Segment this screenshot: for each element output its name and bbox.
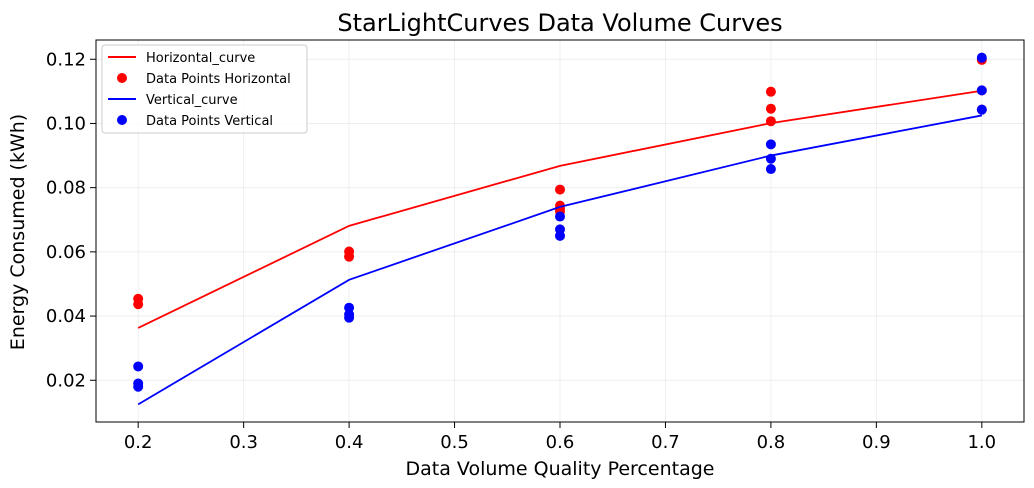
series-layer xyxy=(133,52,987,406)
data-point-3-9 xyxy=(765,139,776,150)
grid xyxy=(96,40,1024,422)
series-line-2 xyxy=(137,114,982,406)
y-tick-label: 0.06 xyxy=(46,242,86,263)
y-axis: 0.02 0.04 0.06 0.08 0.10 0.12 xyxy=(46,49,96,391)
data-point-1-1 xyxy=(133,299,144,310)
data-point-3-10 xyxy=(765,153,776,164)
data-point-1-10 xyxy=(765,116,776,127)
data-point-3-2 xyxy=(133,381,144,392)
y-tick-label: 0.10 xyxy=(46,113,86,134)
y-tick-label: 0.04 xyxy=(46,306,86,327)
data-point-3-6 xyxy=(555,211,565,222)
data-point-3-13 xyxy=(976,85,987,96)
legend-box xyxy=(101,44,308,134)
x-axis: 0.2 0.3 0.4 0.5 0.6 0.7 0.8 0.9 1.0 xyxy=(124,422,996,453)
x-tick-label: 0.7 xyxy=(651,432,680,453)
data-point-1-9 xyxy=(765,103,776,114)
x-tick-label: 0.3 xyxy=(229,432,258,453)
legend-label-1: Data Points Horizontal xyxy=(146,72,291,87)
x-tick-label: 1.0 xyxy=(967,432,996,453)
legend-marker-3 xyxy=(117,115,127,125)
y-tick-label: 0.12 xyxy=(46,49,86,70)
x-tick-label: 0.9 xyxy=(862,432,891,453)
data-point-1-4 xyxy=(555,184,565,195)
x-tick-label: 0.4 xyxy=(335,432,364,453)
legend-marker-1 xyxy=(117,73,127,83)
x-axis-title: Data Volume Quality Percentage xyxy=(406,458,715,480)
x-tick-label: 0.5 xyxy=(440,432,469,453)
data-point-3-5 xyxy=(344,312,355,323)
data-point-3-14 xyxy=(976,104,987,115)
y-tick-label: 0.08 xyxy=(46,178,86,199)
data-point-3-0 xyxy=(133,361,144,372)
legend-label-0: Horizontal_curve xyxy=(146,51,255,66)
data-point-3-8 xyxy=(555,230,565,241)
legend-label-3: Data Points Vertical xyxy=(146,114,273,129)
chart-title: StarLightCurves Data Volume Curves xyxy=(337,9,782,37)
x-tick-label: 0.2 xyxy=(124,432,153,453)
data-point-3-11 xyxy=(765,164,776,175)
legend-label-2: Vertical_curve xyxy=(146,93,238,108)
x-tick-label: 0.6 xyxy=(546,432,575,453)
data-point-3-12 xyxy=(976,52,987,63)
data-point-1-3 xyxy=(344,251,355,262)
x-tick-label: 0.8 xyxy=(757,432,786,453)
data-point-1-8 xyxy=(765,86,776,97)
y-tick-label: 0.02 xyxy=(46,370,86,391)
legend: Horizontal_curve Data Points Horizontal Ve… xyxy=(101,44,308,134)
y-axis-title: Energy Consumed (kWh) xyxy=(7,114,29,350)
series-line-0 xyxy=(137,89,982,329)
